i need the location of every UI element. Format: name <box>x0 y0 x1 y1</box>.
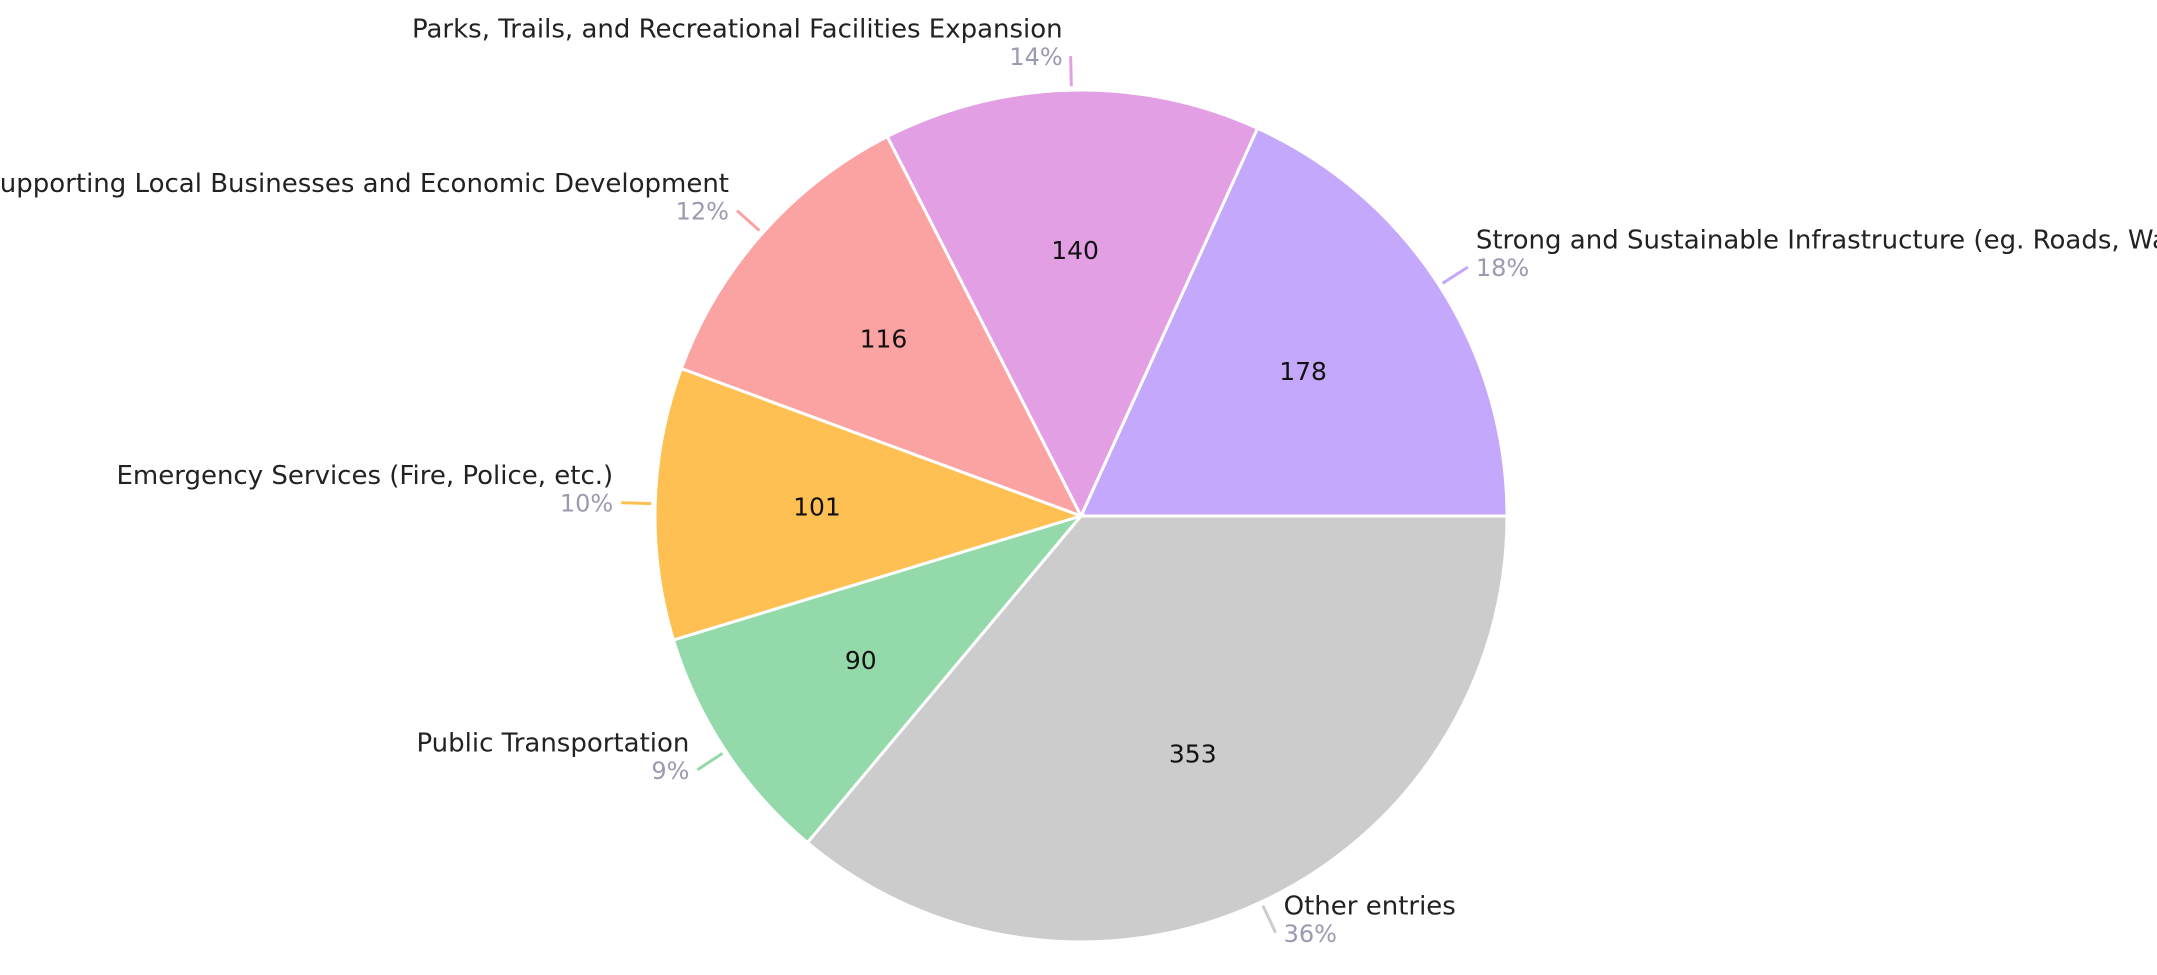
slice-value: 140 <box>1051 236 1099 265</box>
leader-line <box>696 752 724 772</box>
slice-value: 353 <box>1169 739 1217 768</box>
leader-line <box>1261 904 1277 934</box>
pie-slice <box>885 88 1260 520</box>
slice-label: Strong and Sustainable Infrastructure (e… <box>1476 226 2157 256</box>
slice-percent: 18% <box>1476 254 1529 282</box>
slice-percent: 10% <box>560 490 613 518</box>
pie-slice <box>805 514 1509 944</box>
leader-line <box>1069 56 1073 87</box>
leader-line <box>1441 265 1469 285</box>
pie-slice <box>653 366 1086 642</box>
slice-label: Emergency Services (Fire, Police, etc.) <box>116 461 613 491</box>
slice-percent: 14% <box>1009 43 1062 71</box>
slice-label: Other entries <box>1284 891 1456 921</box>
slice-label: Public Transportation <box>416 728 689 758</box>
slice-percent: 12% <box>676 198 729 226</box>
pie-slice <box>1078 126 1509 518</box>
slice-value: 90 <box>845 646 877 675</box>
slice-percent: 36% <box>1284 920 1337 948</box>
slice-label: Parks, Trails, and Recreational Faciliti… <box>412 15 1063 45</box>
slice-value: 101 <box>793 492 841 521</box>
slice-percent: 9% <box>651 757 689 785</box>
leader-line <box>621 501 652 506</box>
pie-slice <box>679 134 1085 519</box>
slice-label: Supporting Local Businesses and Economic… <box>0 169 729 199</box>
slice-value: 116 <box>860 325 908 354</box>
leader-line <box>735 209 761 232</box>
pie-slice <box>671 513 1086 845</box>
slice-value: 178 <box>1279 357 1327 386</box>
